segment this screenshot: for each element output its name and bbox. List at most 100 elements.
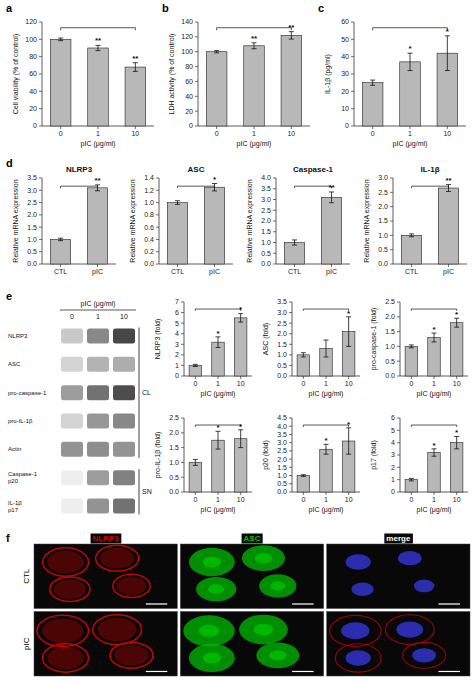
y-tick <box>351 74 354 75</box>
bar <box>244 46 265 126</box>
x-tick <box>456 492 457 495</box>
x-tick <box>326 376 327 379</box>
row-label-line: pro-caspase-1 <box>8 390 47 396</box>
x-axis-label: pIC (μg/ml) <box>309 506 344 514</box>
y-tick-label: 3.5 <box>277 431 287 438</box>
significance-bracket <box>178 186 215 188</box>
y-tick <box>181 418 184 419</box>
bar <box>428 338 440 376</box>
x-tick-label: CTL <box>171 268 184 275</box>
cell-fill <box>259 574 296 597</box>
cell-fill <box>189 548 235 576</box>
x-tick-label: CTL <box>54 268 67 275</box>
error-bar <box>324 444 329 454</box>
x-tick-label: 0 <box>301 496 305 503</box>
y-tick <box>181 477 184 478</box>
x-tick <box>448 264 449 267</box>
y-tick-label: 2 <box>175 351 179 358</box>
western-blot: pIC (μg/ml)0110NLRP3ASCpro-caspase-1pro-… <box>6 290 152 515</box>
bar <box>234 318 246 376</box>
significance-bracket <box>303 309 348 311</box>
y-tick <box>39 74 42 75</box>
x-tick-label: 0 <box>409 380 413 387</box>
bar <box>88 48 109 126</box>
significance-bracket <box>373 28 448 31</box>
x-tick-label: 0 <box>215 130 219 137</box>
y-tick <box>351 39 354 40</box>
error-bar <box>216 337 221 348</box>
x-tick-label: 1 <box>216 496 220 503</box>
nucleus <box>414 580 434 593</box>
bar <box>438 188 458 264</box>
x-tick <box>294 264 295 267</box>
y-tick-label: 2.0 <box>378 203 388 210</box>
y-tick <box>289 333 292 334</box>
y-tick-label: 1.0 <box>277 472 287 479</box>
y-tick-label: 0 <box>345 122 349 129</box>
y-tick-label: 0.5 <box>277 362 287 369</box>
x-tick-label: 10 <box>443 130 451 137</box>
y-tick <box>181 354 184 355</box>
error-bar <box>96 45 101 50</box>
cells <box>346 551 435 596</box>
y-axis-label: ASC (fold) <box>262 323 270 355</box>
y-tick <box>390 264 393 265</box>
x-tick <box>195 492 196 495</box>
y-axis <box>198 22 199 126</box>
y-tick-label: 20 <box>341 88 349 95</box>
bar <box>428 453 440 492</box>
chart-title: Caspase-1 <box>293 165 334 174</box>
y-axis-label: pro-caspase-1 (fold) <box>370 308 378 371</box>
error-bar <box>409 478 414 480</box>
group-label: SN <box>142 488 152 495</box>
x-tick <box>60 264 61 267</box>
y-tick-label: 0 <box>391 488 395 495</box>
y-tick <box>397 418 400 419</box>
y-tick <box>273 264 276 265</box>
significance-bracket <box>303 425 348 427</box>
cell-fill <box>42 618 83 643</box>
bar <box>362 83 383 126</box>
x-tick-label: 10 <box>131 130 139 137</box>
error-bar <box>346 317 351 347</box>
y-tick-label: 6 <box>391 414 395 421</box>
cell-ring <box>37 615 89 646</box>
y-tick <box>397 361 400 362</box>
row-label-line: p17 <box>8 507 19 513</box>
error-bar <box>133 63 138 72</box>
y-tick-label: 4.0 <box>277 423 287 430</box>
significance-label: ** <box>95 36 102 45</box>
y-tick-label: 4.0 <box>261 174 271 181</box>
y-tick-label: 2.5 <box>277 320 287 327</box>
significance-label: * <box>455 310 459 319</box>
y-tick-label: 0.5 <box>277 480 287 487</box>
y-tick <box>156 178 159 179</box>
micrograph <box>34 612 177 677</box>
error-bar <box>58 238 63 240</box>
blot-band <box>113 499 135 514</box>
bar <box>405 346 417 376</box>
x-tick <box>331 264 332 267</box>
error-bar <box>301 475 306 477</box>
bar-chart: 01020304050600110**pIC (μg/ml)IL-1β (pg/… <box>318 2 466 148</box>
blot-band <box>87 414 109 429</box>
nucleus <box>396 621 423 637</box>
x-tick <box>348 492 349 495</box>
y-axis <box>184 418 185 492</box>
cell-fill <box>239 615 288 645</box>
y-tick <box>195 126 198 127</box>
y-tick-label: 2.5 <box>261 207 271 214</box>
y-tick <box>156 264 159 265</box>
y-tick-label: 0.5 <box>169 474 179 481</box>
bar-chart: 0.00.51.01.52.02.53.03.50110*pIC (μg/ml)… <box>262 298 360 398</box>
x-tick-label: CTL <box>405 268 418 275</box>
significance-label: * <box>432 325 436 334</box>
x-tick <box>303 492 304 495</box>
x-tick <box>411 376 412 379</box>
y-tick <box>195 51 198 52</box>
y-tick <box>156 214 159 215</box>
scale-bar <box>438 671 460 672</box>
y-tick <box>289 450 292 451</box>
blot-band <box>61 414 83 429</box>
cells <box>183 615 299 672</box>
